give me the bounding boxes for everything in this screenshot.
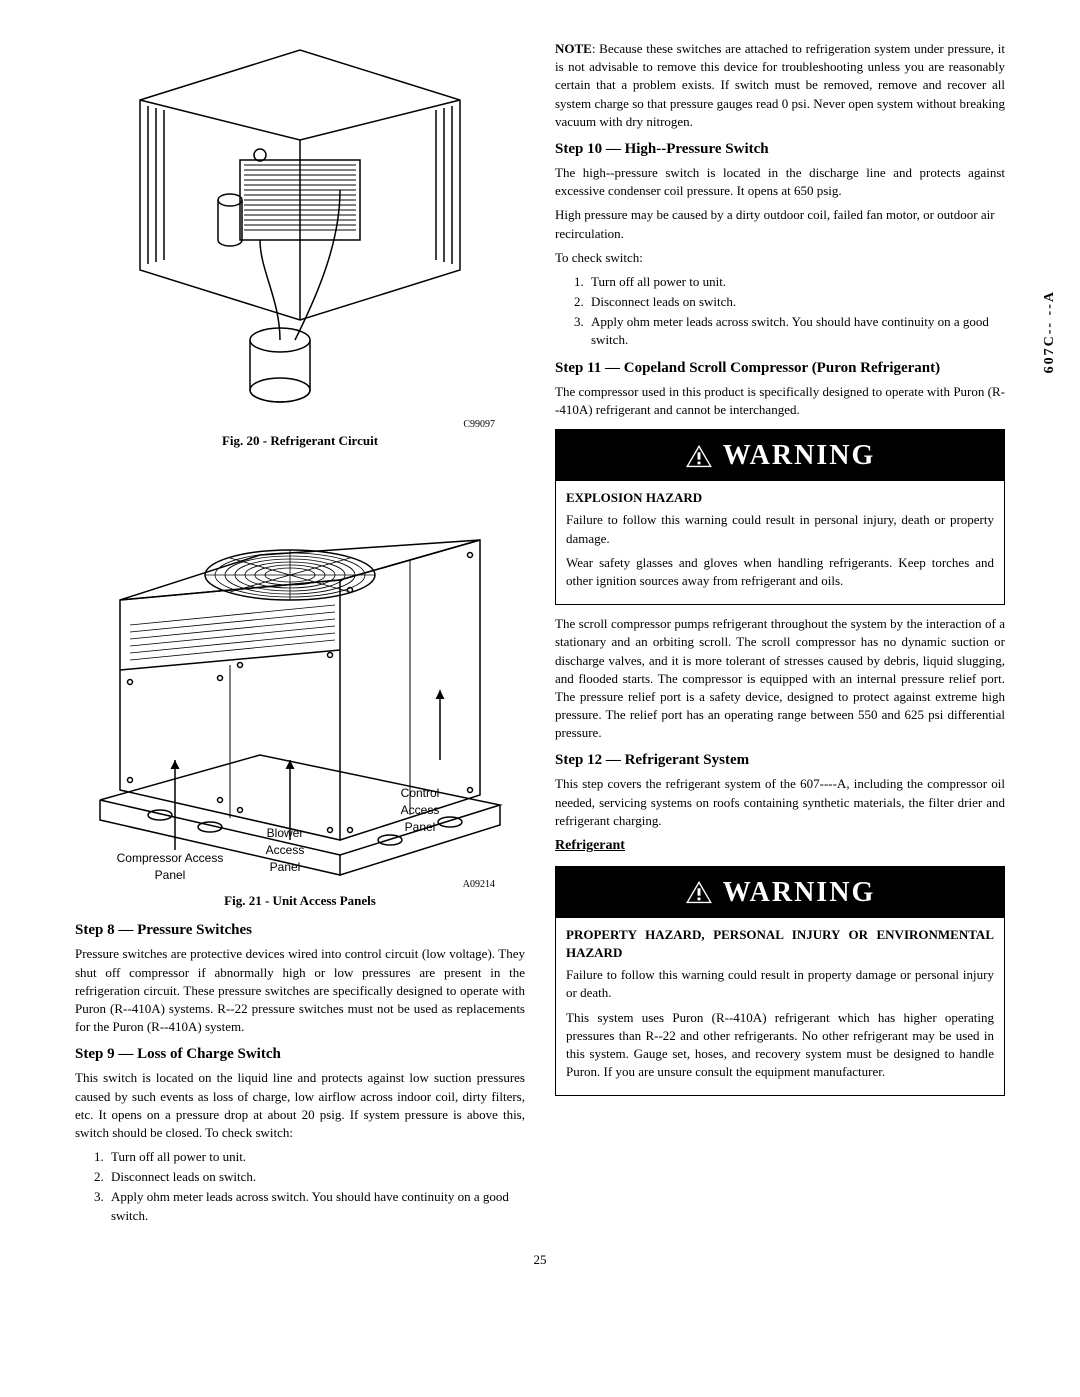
left-column: C99097 Fig. 20 - Refrigerant Circuit <box>75 40 525 1231</box>
list-item: Apply ohm meter leads across switch. You… <box>107 1188 525 1224</box>
step10-p1: The high--pressure switch is located in … <box>555 164 1005 200</box>
warning-p1: Failure to follow this warning could res… <box>566 511 994 547</box>
step11-heading: Step 11 — Copeland Scroll Compressor (Pu… <box>555 358 1005 379</box>
warning-box-property: WARNING PROPERTY HAZARD, PERSONAL INJURY… <box>555 866 1005 1097</box>
label-compressor-panel: Compressor Access Panel <box>115 850 225 884</box>
step12-p1: This step covers the refrigerant system … <box>555 775 1005 830</box>
warning-title: PROPERTY HAZARD, PERSONAL INJURY OR ENVI… <box>566 926 994 962</box>
step10-p2: High pressure may be caused by a dirty o… <box>555 206 1005 242</box>
warning-body: EXPLOSION HAZARD Failure to follow this … <box>556 481 1004 604</box>
right-column: NOTE: Because these switches are attache… <box>555 40 1005 1231</box>
scroll-compressor-paragraph: The scroll compressor pumps refrigerant … <box>555 615 1005 742</box>
warning-header-text: WARNING <box>723 436 875 475</box>
refrigerant-circuit-diagram <box>120 40 480 420</box>
figure-20: C99097 Fig. 20 - Refrigerant Circuit <box>75 40 525 450</box>
warning-p1: Failure to follow this warning could res… <box>566 966 994 1002</box>
fig21-caption: Fig. 21 - Unit Access Panels <box>75 892 525 910</box>
fig20-code: C99097 <box>75 418 525 432</box>
step10-heading: Step 10 — High--Pressure Switch <box>555 139 1005 160</box>
step10-list: Turn off all power to unit. Disconnect l… <box>587 273 1005 350</box>
list-item: Turn off all power to unit. <box>107 1148 525 1166</box>
figure-21: Compressor Access Panel Blower Access Pa… <box>75 460 525 910</box>
warning-triangle-icon <box>685 880 713 904</box>
step9-body: This switch is located on the liquid lin… <box>75 1069 525 1142</box>
step12-heading: Step 12 — Refrigerant System <box>555 750 1005 771</box>
list-item: Disconnect leads on switch. <box>587 293 1005 311</box>
note-label: NOTE <box>555 41 592 56</box>
warning-p2: Wear safety glasses and gloves when hand… <box>566 554 994 590</box>
fig20-caption: Fig. 20 - Refrigerant Circuit <box>75 432 525 450</box>
warning-p2: This system uses Puron (R--410A) refrige… <box>566 1009 994 1082</box>
content-columns: C99097 Fig. 20 - Refrigerant Circuit <box>75 40 1005 1231</box>
list-item: Disconnect leads on switch. <box>107 1168 525 1186</box>
list-item: Turn off all power to unit. <box>587 273 1005 291</box>
step11-p1: The compressor used in this product is s… <box>555 383 1005 419</box>
warning-box-explosion: WARNING EXPLOSION HAZARD Failure to foll… <box>555 429 1005 605</box>
step9-heading: Step 9 — Loss of Charge Switch <box>75 1044 525 1065</box>
warning-title: EXPLOSION HAZARD <box>566 489 994 507</box>
warning-header-text: WARNING <box>723 873 875 912</box>
step8-heading: Step 8 — Pressure Switches <box>75 920 525 941</box>
warning-triangle-icon <box>685 444 713 468</box>
warning-header: WARNING <box>556 867 1004 918</box>
step10-p3: To check switch: <box>555 249 1005 267</box>
page-number: 25 <box>75 1251 1005 1269</box>
page-tab: 607C-- --A <box>1040 290 1060 373</box>
note-body: : Because these switches are attached to… <box>555 41 1005 129</box>
step9-list: Turn off all power to unit. Disconnect l… <box>107 1148 525 1225</box>
warning-body: PROPERTY HAZARD, PERSONAL INJURY OR ENVI… <box>556 918 1004 1096</box>
list-item: Apply ohm meter leads across switch. You… <box>587 313 1005 349</box>
label-blower-panel: Blower Access Panel <box>250 825 320 875</box>
label-control-panel: Control Access Panel <box>385 785 455 835</box>
note-paragraph: NOTE: Because these switches are attache… <box>555 40 1005 131</box>
refrigerant-subheading: Refrigerant <box>555 836 1005 856</box>
warning-header: WARNING <box>556 430 1004 481</box>
step8-body: Pressure switches are protective devices… <box>75 945 525 1036</box>
